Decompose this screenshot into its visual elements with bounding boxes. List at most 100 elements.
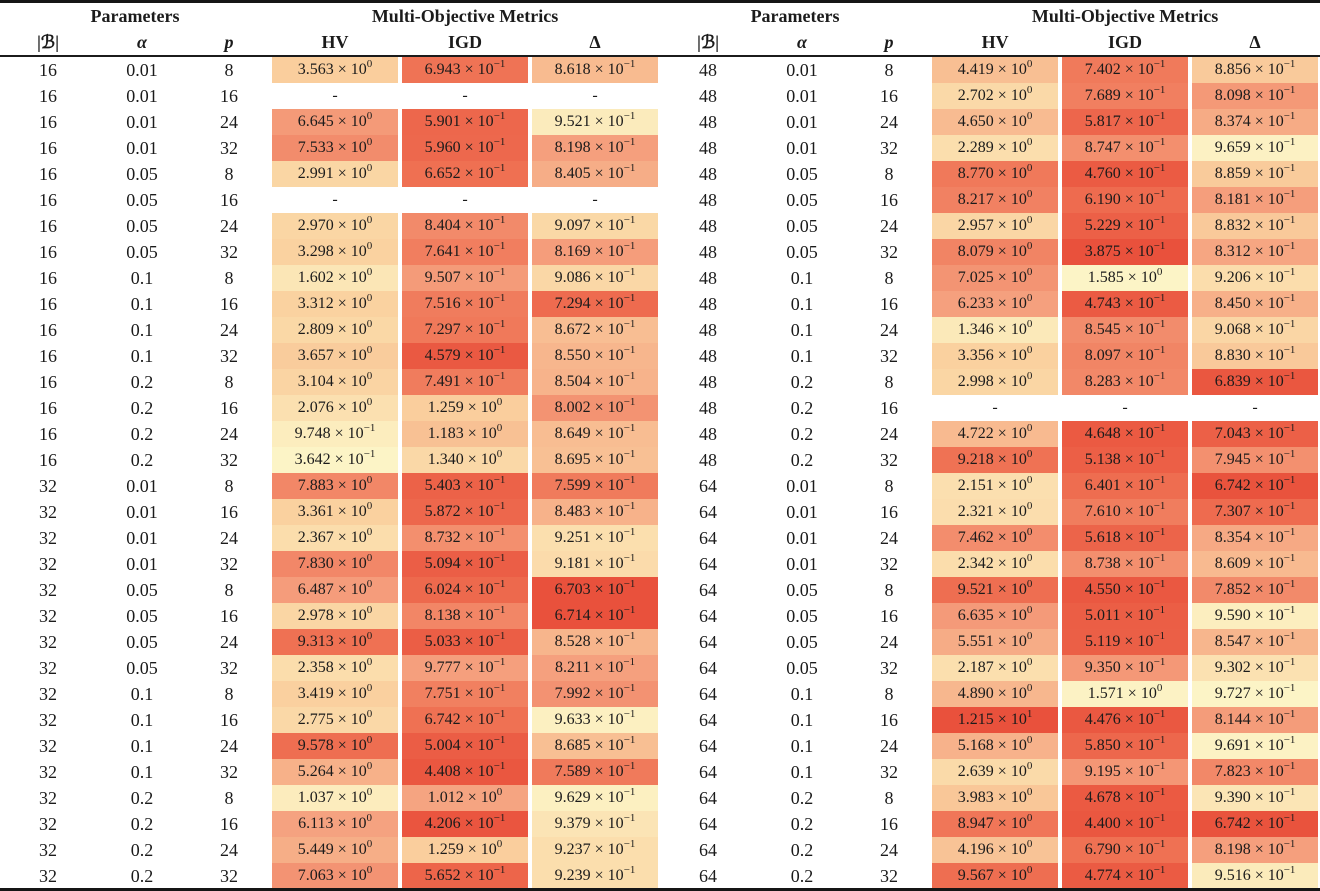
param-cell-alpha: 0.01 [126, 112, 158, 132]
metric-cell-hv: 2.358 × 100 [270, 655, 401, 681]
table-row: 64 0.05 32 2.187 × 100 9.350 × 10−1 9.302 × 1… [660, 655, 1320, 681]
metric-cell-delta: 6.703 × 10−1 [530, 577, 661, 603]
metric-cell-delta: 8.354 × 10−1 [1190, 525, 1320, 551]
param-cell-alpha: 0.1 [790, 736, 814, 756]
metric-cell-hv: 4.722 × 100 [930, 421, 1061, 447]
param-cell-p: 8 [224, 164, 234, 184]
param-cell-alpha: 0.01 [126, 60, 158, 80]
param-cell-batch-size: 32 [39, 658, 57, 678]
metric-cell-delta: 7.599 × 10−1 [530, 473, 661, 499]
param-cell-p: 24 [220, 112, 239, 132]
param-cell-batch-size: 48 [699, 320, 718, 340]
metric-cell-igd: 4.579 × 10−1 [400, 343, 531, 369]
param-cell-alpha: 0.01 [786, 476, 818, 496]
param-cell-p: 8 [224, 268, 234, 288]
table-row: 48 0.2 32 9.218 × 100 5.138 × 10−1 7.945 × 10… [660, 447, 1320, 473]
metric-cell-igd: 8.097 × 10−1 [1060, 343, 1191, 369]
metric-cell-igd: 4.743 × 10−1 [1060, 291, 1191, 317]
param-cell-alpha: 0.05 [126, 242, 158, 262]
param-cell-batch-size: 16 [39, 242, 57, 262]
param-cell-alpha: 0.1 [130, 762, 154, 782]
param-cell-alpha: 0.1 [130, 684, 154, 704]
metric-cell-hv: 9.313 × 100 [270, 629, 401, 655]
col-header-batch-size: |ℬ| [0, 29, 96, 57]
param-cell-alpha: 0.01 [786, 86, 818, 106]
table-row: 16 0.01 24 6.645 × 100 5.901 × 10−1 9.521 × 1… [0, 109, 661, 135]
col-header-hv: HV [930, 29, 1061, 57]
metric-cell-delta: 9.390 × 10−1 [1190, 785, 1320, 811]
param-cell-p: 8 [884, 580, 894, 600]
metric-cell-hv: 3.104 × 100 [270, 369, 401, 395]
metric-cell-igd: 6.943 × 10−1 [400, 57, 531, 83]
param-cell-p: 24 [220, 736, 239, 756]
metric-cell-hv: 9.218 × 100 [930, 447, 1061, 473]
metric-cell-hv: 6.113 × 100 [270, 811, 401, 837]
col-header-hv: HV [270, 29, 401, 57]
metric-cell-delta: 9.068 × 10−1 [1190, 317, 1320, 343]
metric-cell-hv: 2.321 × 100 [930, 499, 1061, 525]
table-row: 16 0.2 32 3.642 × 10−1 1.340 × 100 8.695 × 10… [0, 447, 661, 473]
metric-cell-igd: 5.872 × 10−1 [400, 499, 531, 525]
metric-cell-hv: 3.356 × 100 [930, 343, 1061, 369]
metric-cell-igd: 9.507 × 10−1 [400, 265, 531, 291]
metric-cell-igd: 6.024 × 10−1 [400, 577, 531, 603]
param-cell-alpha: 0.2 [130, 450, 154, 470]
param-cell-batch-size: 64 [699, 736, 718, 756]
param-cell-batch-size: 32 [39, 814, 57, 834]
metric-cell-hv: 2.775 × 100 [270, 707, 401, 733]
metric-cell-delta: 8.832 × 10−1 [1190, 213, 1320, 239]
table-row: 32 0.01 16 3.361 × 100 5.872 × 10−1 8.483 × 1… [0, 499, 661, 525]
param-cell-alpha: 0.1 [790, 762, 814, 782]
metric-cell-igd: 5.138 × 10−1 [1060, 447, 1191, 473]
param-cell-batch-size: 64 [699, 502, 718, 522]
table-row: 16 0.1 32 3.657 × 100 4.579 × 10−1 8.550 × 10… [0, 343, 661, 369]
metric-cell-hv: 5.264 × 100 [270, 759, 401, 785]
table-row: 32 0.1 8 3.419 × 100 7.751 × 10−1 7.992 × 10−… [0, 681, 661, 707]
param-cell-alpha: 0.1 [790, 268, 814, 288]
metric-cell-delta: 8.830 × 10−1 [1190, 343, 1320, 369]
param-cell-batch-size: 48 [699, 138, 718, 158]
metric-cell-hv: 2.957 × 100 [930, 213, 1061, 239]
param-cell-batch-size: 16 [39, 450, 57, 470]
param-cell-p: 16 [880, 294, 899, 314]
metric-cell-hv: 2.151 × 100 [930, 473, 1061, 499]
metric-cell-igd: 5.033 × 10−1 [400, 629, 531, 655]
param-cell-batch-size: 64 [699, 580, 718, 600]
metric-cell-hv: 2.809 × 100 [270, 317, 401, 343]
param-cell-batch-size: 64 [699, 554, 718, 574]
param-cell-batch-size: 48 [699, 268, 718, 288]
table-row: 32 0.01 8 7.883 × 100 5.403 × 10−1 7.599 × 10… [0, 473, 661, 499]
param-cell-batch-size: 48 [699, 164, 718, 184]
param-cell-alpha: 0.01 [786, 112, 818, 132]
param-cell-p: 8 [224, 684, 234, 704]
metric-cell-igd: 8.738 × 10−1 [1060, 551, 1191, 577]
table-row: 16 0.05 32 3.298 × 100 7.641 × 10−1 8.169 × 1… [0, 239, 661, 265]
param-cell-batch-size: 64 [699, 866, 718, 886]
metric-cell-igd: 8.545 × 10−1 [1060, 317, 1191, 343]
metric-cell-hv: 1.215 × 101 [930, 707, 1061, 733]
results-table-left: Parameters Multi-Objective Metrics |ℬ| α… [0, 3, 661, 888]
metric-cell-igd: 7.641 × 10−1 [400, 239, 531, 265]
param-cell-batch-size: 16 [39, 294, 57, 314]
table-row: 48 0.01 8 4.419 × 100 7.402 × 10−1 8.856 × 10… [660, 57, 1320, 83]
param-cell-alpha: 0.2 [130, 866, 154, 886]
metric-cell-hv: 2.342 × 100 [930, 551, 1061, 577]
param-cell-batch-size: 32 [39, 866, 57, 886]
table-body-left: 16 0.01 8 3.563 × 100 6.943 × 10−1 8.618 × 10… [0, 57, 661, 888]
param-cell-batch-size: 16 [39, 164, 57, 184]
param-cell-batch-size: 32 [39, 736, 57, 756]
metric-cell-hv: 9.578 × 100 [270, 733, 401, 759]
param-cell-p: 16 [880, 398, 899, 418]
metric-cell-delta: 9.206 × 10−1 [1190, 265, 1320, 291]
metric-cell-igd: 7.491 × 10−1 [400, 369, 531, 395]
metric-cell-igd: 9.195 × 10−1 [1060, 759, 1191, 785]
param-cell-p: 16 [220, 86, 239, 106]
metric-cell-delta: 9.691 × 10−1 [1190, 733, 1320, 759]
param-cell-alpha: 0.2 [790, 424, 814, 444]
metric-cell-delta: 7.294 × 10−1 [530, 291, 661, 317]
param-cell-alpha: 0.1 [790, 294, 814, 314]
metric-cell-delta: 9.516 × 10−1 [1190, 863, 1320, 888]
metric-cell-delta: 9.727 × 10−1 [1190, 681, 1320, 707]
table-row: 48 0.2 8 2.998 × 100 8.283 × 10−1 6.839 × 10−… [660, 369, 1320, 395]
